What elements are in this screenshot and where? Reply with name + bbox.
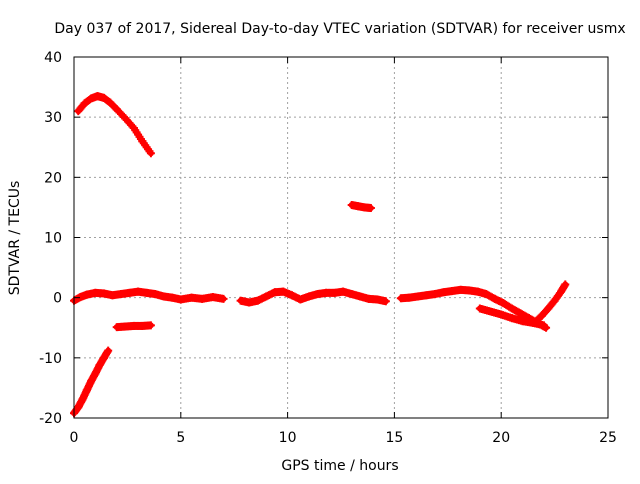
y-tick-label: -10 [39,351,62,367]
series-arc-recovery-late [531,280,570,326]
series-arc-near-zero-midday [236,287,390,307]
axis-ticks: 0 5 10 15 20 25 -20 -10 0 10 20 30 40 [39,50,617,446]
y-tick-label: 0 [53,291,62,307]
series-arc-high-early [74,92,155,158]
y-axis-label: SDTVAR / TECUs [7,181,23,296]
series-arc-negative-early [70,346,113,418]
x-tick-label: 0 [70,430,79,446]
x-tick-label: 25 [599,430,617,446]
x-tick-label: 10 [279,430,297,446]
y-tick-label: 20 [44,170,62,186]
x-tick-label: 20 [492,430,510,446]
data-series [70,92,570,418]
x-tick-label: 15 [385,430,403,446]
x-tick-label: 5 [176,430,185,446]
y-tick-label: 30 [44,110,62,126]
series-arc-minus-five [112,321,155,332]
y-tick-label: -20 [39,411,62,427]
grid [74,57,608,418]
x-axis-label: GPS time / hours [281,458,398,474]
series-arc-near-zero-main [70,287,228,305]
chart-title: Day 037 of 2017, Sidereal Day-to-day VTE… [54,21,625,37]
series-arc-fifteen [347,201,375,213]
y-tick-label: 10 [44,231,62,247]
y-tick-label: 40 [44,50,62,66]
series-arc-negative-late [475,304,548,330]
